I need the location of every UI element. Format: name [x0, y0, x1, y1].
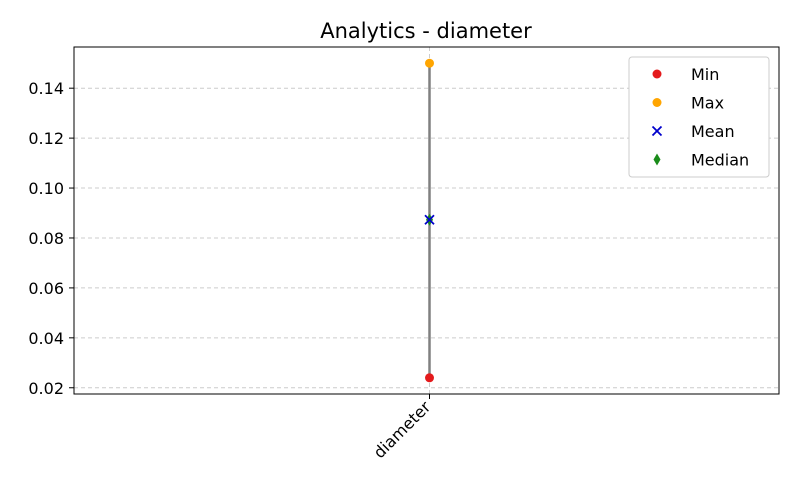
legend-label: Mean — [691, 122, 735, 141]
y-tick-label: 0.08 — [28, 229, 64, 248]
y-tick-label: 0.12 — [28, 129, 64, 148]
y-tick-label: 0.02 — [28, 379, 64, 398]
legend-label: Min — [691, 65, 719, 84]
legend-mean-marker-stroke — [651, 125, 663, 137]
legend: Min Max Mean Median — [628, 56, 770, 178]
y-tick-label: 0.06 — [28, 279, 64, 298]
legend-mean-marker — [651, 125, 663, 137]
plot-area — [73, 46, 780, 395]
y-tick-label: 0.14 — [28, 79, 64, 98]
data-markers — [424, 58, 435, 383]
y-tick-label: 0.04 — [28, 329, 64, 348]
legend-median-marker — [653, 153, 661, 166]
max-marker — [425, 58, 434, 68]
x-tick-label: diameter — [370, 397, 435, 462]
min-marker — [425, 373, 434, 383]
legend-max-marker — [652, 98, 662, 107]
legend-label: Max — [691, 94, 724, 113]
mean-marker-stroke — [424, 214, 435, 225]
mean-marker — [424, 214, 435, 225]
legend-label: Median — [691, 151, 749, 170]
chart-title: Analytics - diameter — [320, 19, 532, 43]
y-tick-label: 0.10 — [28, 179, 64, 198]
legend-min-marker — [652, 69, 662, 79]
axes: 0.02 0.04 0.06 0.08 0.10 0.12 0.14 diameter — [28, 79, 434, 462]
legend-box — [628, 56, 770, 178]
